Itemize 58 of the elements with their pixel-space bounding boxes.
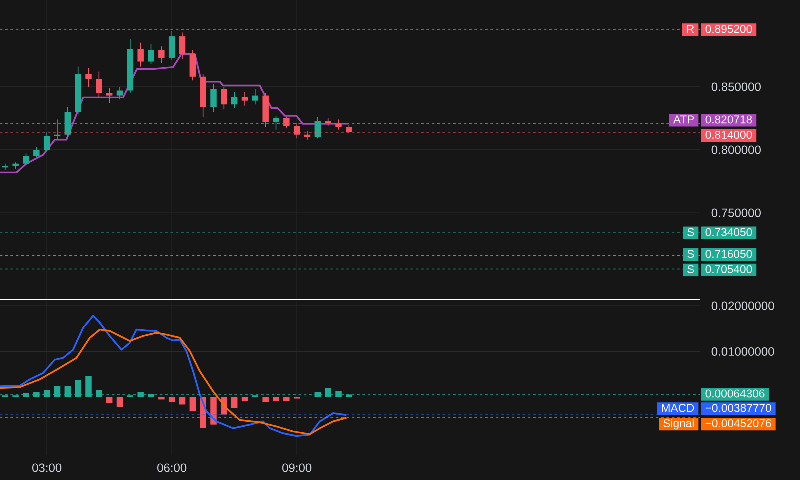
candlestick [231,92,238,109]
bar [190,397,196,412]
bar [158,397,165,400]
candlestick [106,88,113,104]
candlestick [116,86,124,100]
y-tick-label: 0.850000 [712,82,761,92]
text: 0.820718 [706,116,752,124]
x-tick-label: 03:00 [32,464,62,472]
text: 0.895200 [706,25,752,34]
y-tick-label: 0.750000 [712,208,761,218]
y-tick-label: 0.02000000 [712,302,774,310]
candlestick [252,89,259,106]
bar [179,397,186,405]
candlestick [273,116,280,130]
candlestick [284,116,290,129]
candlestick [210,84,217,113]
ref-line-label: ATP [673,116,694,124]
candlestick [190,50,196,82]
bar [273,397,280,402]
candlestick [221,86,228,110]
bar [116,397,124,408]
bar [231,397,238,408]
candlestick [148,44,154,65]
ref-line-label: MACD [662,404,694,412]
candlestick [23,153,30,166]
candlestick [158,46,165,64]
candlestick [242,92,248,106]
bar [284,397,290,402]
text: −0.00452076 [706,420,772,428]
x-tick-label: 09:00 [282,464,312,472]
candlestick [168,31,176,61]
text: 0.00064306 [706,390,765,398]
ref-line-label: R [687,25,694,34]
candlestick [64,106,72,138]
bar [106,397,113,404]
x-tick-label: 06:00 [158,464,187,472]
bar [168,397,176,402]
ref-line-label: S [688,228,694,236]
ref-line-label: Signal [664,419,694,430]
bar [242,397,248,402]
candlestick [96,71,102,98]
text: 0.716050 [706,250,752,258]
candlestick [86,68,92,88]
candlestick [179,32,186,60]
candlestick [314,116,322,140]
ref-line-label: S [688,250,694,258]
text: 0.814000 [706,131,752,140]
candlestick [44,132,50,152]
y-tick-label: 0.01000000 [712,347,774,356]
text: 0.734050 [706,228,752,236]
text: 0.705400 [706,265,752,274]
candlestick [336,119,342,130]
bar [262,397,269,402]
ref-line-label: S [688,265,694,274]
candlestick [138,42,144,68]
candlestick [34,147,40,158]
text: −0.00387770 [706,404,772,412]
y-tick-label: 0.800000 [712,146,761,154]
